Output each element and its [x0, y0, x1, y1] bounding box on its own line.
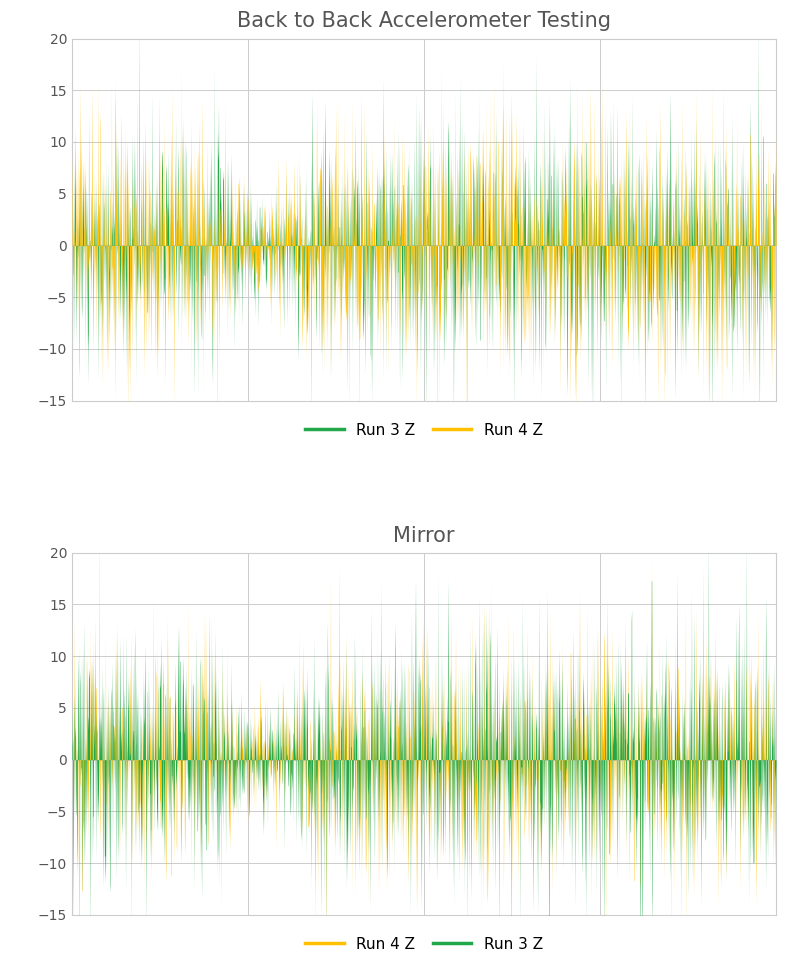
Title: Mirror: Mirror	[394, 526, 454, 546]
Legend: Run 4 Z, Run 3 Z: Run 4 Z, Run 3 Z	[299, 930, 549, 958]
Title: Back to Back Accelerometer Testing: Back to Back Accelerometer Testing	[237, 12, 611, 32]
Legend: Run 3 Z, Run 4 Z: Run 3 Z, Run 4 Z	[299, 416, 549, 444]
